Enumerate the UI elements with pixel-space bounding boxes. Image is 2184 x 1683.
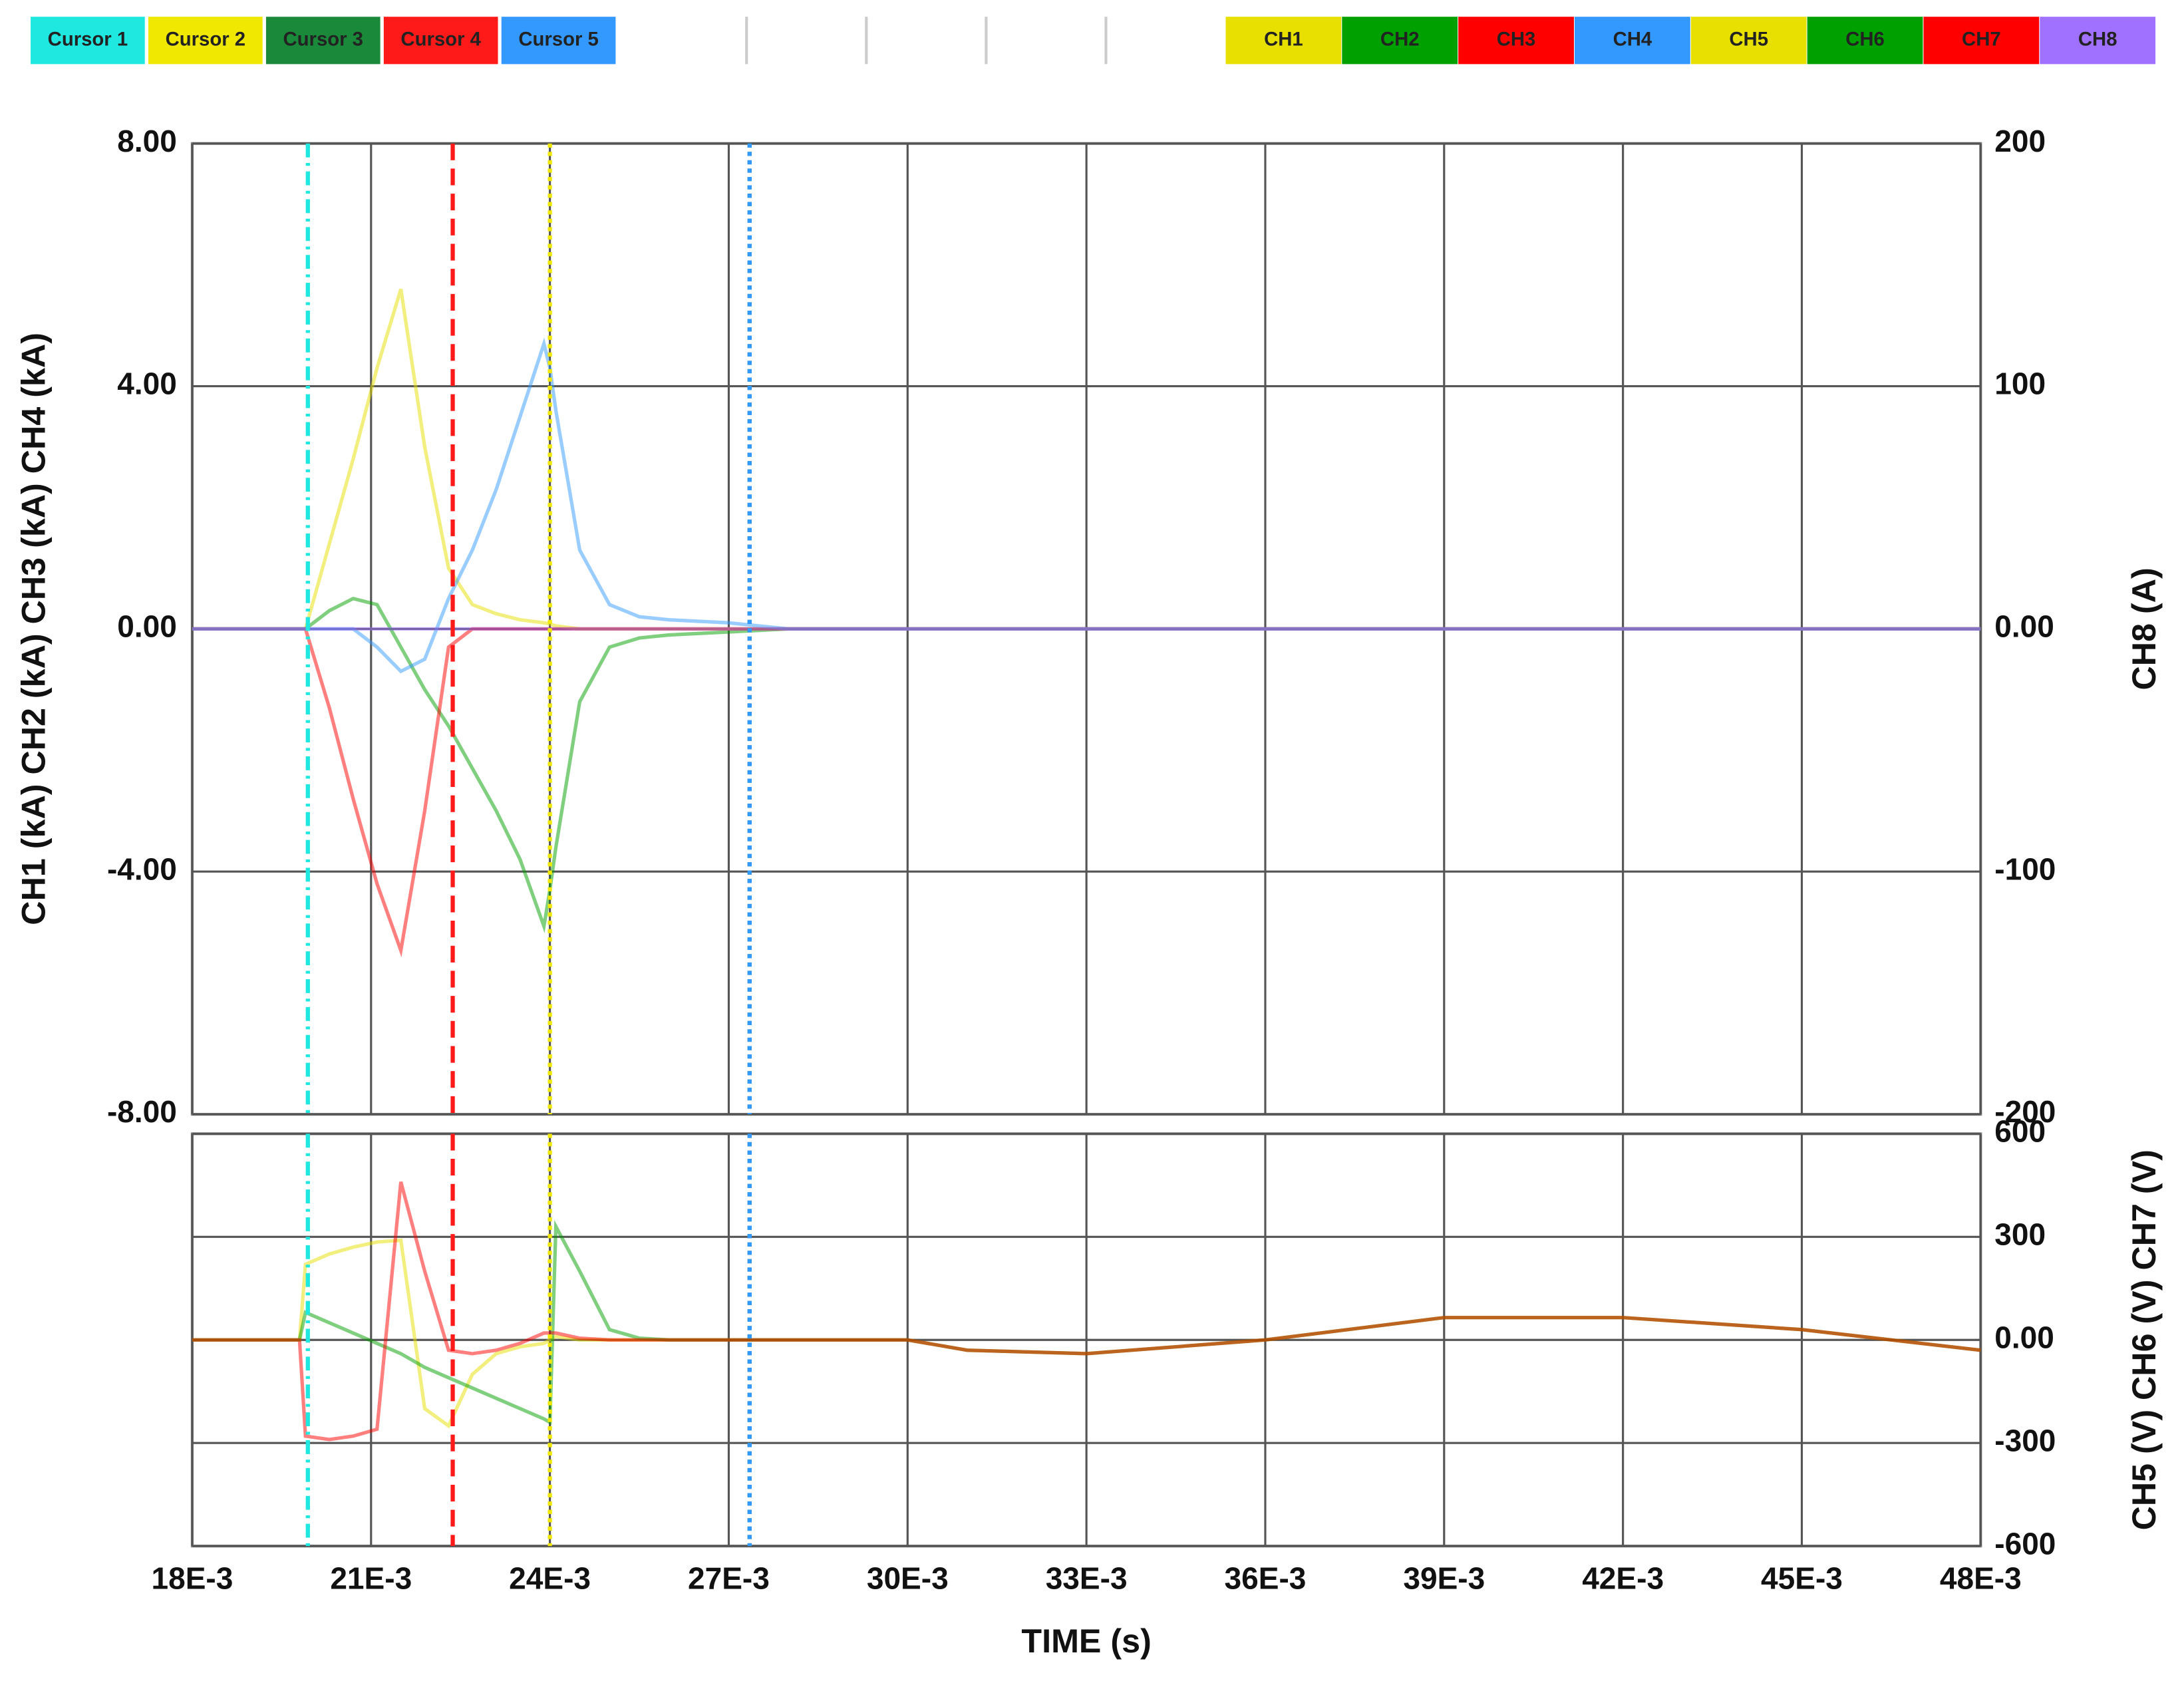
y2-tick-label: 300 bbox=[1994, 1217, 2046, 1251]
x-tick-label: 18E-3 bbox=[152, 1561, 234, 1596]
x-tick-label: 45E-3 bbox=[1761, 1561, 1843, 1596]
y2-tick-label: -600 bbox=[1994, 1526, 2056, 1561]
y2-tick-label: 200 bbox=[1994, 124, 2046, 158]
x-tick-label: 48E-3 bbox=[1940, 1561, 2022, 1596]
x-tick-label: 36E-3 bbox=[1225, 1561, 1307, 1596]
channel-button[interactable] bbox=[1342, 17, 1458, 65]
cursor-button-label[interactable]: Cursor 2 bbox=[166, 29, 245, 51]
x-axis-label: TIME (s) bbox=[1021, 1622, 1151, 1660]
cursor-button[interactable] bbox=[148, 17, 263, 65]
channel-button[interactable] bbox=[1923, 17, 2040, 65]
y2-axis-label: CH5 (V) CH6 (V) CH7 (V) bbox=[2125, 1149, 2163, 1530]
cursor-button-label[interactable]: Cursor 3 bbox=[283, 29, 363, 51]
x-tick-label: 24E-3 bbox=[509, 1561, 591, 1596]
channel-button-label[interactable]: CH2 bbox=[1380, 29, 1420, 51]
y2-tick-label: 0.00 bbox=[1994, 609, 2054, 644]
channel-button-label[interactable]: CH8 bbox=[2078, 29, 2117, 51]
y-tick-label: -8.00 bbox=[107, 1094, 177, 1129]
cursor-button[interactable] bbox=[383, 17, 498, 65]
channel-button-label[interactable]: CH3 bbox=[1497, 29, 1536, 51]
y2-tick-label: -200 bbox=[1994, 1094, 2056, 1129]
x-tick-label: 21E-3 bbox=[330, 1561, 412, 1596]
y2-tick-label: 0.00 bbox=[1994, 1320, 2054, 1354]
channel-button[interactable] bbox=[1807, 17, 1923, 65]
y-axis-label: CH1 (kA) CH2 (kA) CH3 (kA) CH4 (kA) bbox=[15, 333, 53, 925]
y2-axis-label: CH8 (A) bbox=[2125, 567, 2163, 690]
x-tick-label: 39E-3 bbox=[1403, 1561, 1485, 1596]
x-tick-label: 27E-3 bbox=[688, 1561, 770, 1596]
channel-button[interactable] bbox=[1574, 17, 1690, 65]
trace bbox=[192, 1181, 1981, 1442]
y-tick-label: -4.00 bbox=[107, 851, 177, 886]
y-tick-label: 0.00 bbox=[117, 609, 177, 644]
y2-tick-label: -100 bbox=[1994, 851, 2056, 886]
cursor-button[interactable] bbox=[501, 17, 616, 65]
channel-button[interactable] bbox=[1458, 17, 1574, 65]
channel-button-label[interactable]: CH6 bbox=[1845, 29, 1885, 51]
cursor-button-label[interactable]: Cursor 5 bbox=[518, 29, 598, 51]
channel-button[interactable] bbox=[1225, 17, 1342, 65]
toolbar-separators bbox=[745, 17, 1108, 65]
channel-button[interactable] bbox=[2040, 17, 2156, 65]
x-tick-label: 42E-3 bbox=[1582, 1561, 1664, 1596]
x-tick-label: 33E-3 bbox=[1046, 1561, 1128, 1596]
channel-button[interactable] bbox=[1690, 17, 1807, 65]
x-tick-label: 30E-3 bbox=[867, 1561, 949, 1596]
y2-tick-label: 100 bbox=[1994, 367, 2046, 401]
y-tick-label: 4.00 bbox=[117, 367, 177, 401]
y-tick-label: 8.00 bbox=[117, 124, 177, 158]
channel-button-label[interactable]: CH5 bbox=[1729, 29, 1768, 51]
channel-button-label[interactable]: CH7 bbox=[1962, 29, 2001, 51]
cursor-button[interactable] bbox=[265, 17, 381, 65]
y2-tick-label: -300 bbox=[1994, 1423, 2056, 1457]
channel-button-label[interactable]: CH4 bbox=[1613, 29, 1652, 51]
channel-button-label[interactable]: CH1 bbox=[1264, 29, 1303, 51]
cursor-button[interactable] bbox=[31, 17, 145, 65]
cursor-button-label[interactable]: Cursor 4 bbox=[400, 29, 481, 51]
y2-tick-label: 600 bbox=[1994, 1114, 2046, 1149]
cursor-button-label[interactable]: Cursor 1 bbox=[48, 29, 128, 51]
